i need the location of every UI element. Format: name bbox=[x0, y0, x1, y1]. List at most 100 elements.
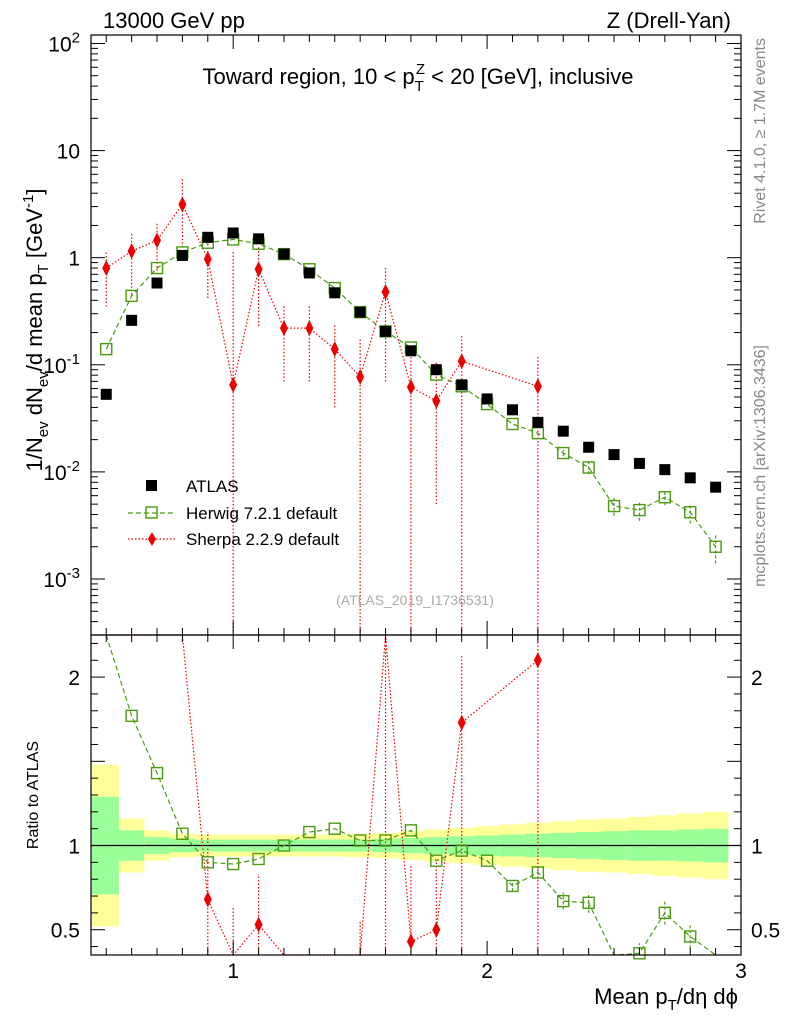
sherpa-ratio-point bbox=[432, 921, 441, 938]
sherpa-point bbox=[229, 376, 238, 393]
legend-marker-atlas bbox=[146, 480, 157, 491]
herwig-ratio-point bbox=[531, 866, 545, 879]
atlas-point bbox=[456, 379, 468, 391]
ratio-y-tick-label: 1 bbox=[68, 836, 80, 859]
atlas-point bbox=[202, 231, 214, 243]
atlas-point bbox=[659, 464, 671, 476]
ratio-y-tick-label-right: 0.5 bbox=[751, 920, 780, 943]
x-axis-label: Mean pT/dη dϕ bbox=[594, 984, 738, 1014]
ratio-y-tick-label: 2 bbox=[68, 667, 80, 690]
sherpa-line bbox=[105, 203, 539, 402]
atlas-point bbox=[126, 314, 138, 326]
herwig-ratio-point bbox=[150, 766, 164, 780]
ratio-y-label: Ratio to ATLAS bbox=[25, 741, 42, 849]
herwig-ratio-point bbox=[277, 839, 291, 852]
atlas-point bbox=[684, 472, 696, 484]
herwig-ratio-point bbox=[353, 834, 367, 847]
rivet-label: Rivet 4.1.0, ≥ 1.7M events bbox=[752, 38, 769, 224]
herwig-ratio-point bbox=[328, 822, 341, 835]
herwig-point bbox=[684, 506, 697, 519]
sherpa-point bbox=[305, 320, 314, 337]
sherpa-ratio-point bbox=[406, 933, 415, 950]
herwig-point bbox=[709, 540, 722, 553]
herwig-point bbox=[506, 417, 519, 431]
y-tick-label: 10 bbox=[57, 141, 80, 164]
sherpa-ratio-point bbox=[457, 714, 466, 731]
sherpa-point bbox=[254, 261, 263, 278]
atlas-point bbox=[710, 481, 722, 493]
herwig-point bbox=[557, 446, 570, 460]
sherpa-point bbox=[356, 368, 365, 385]
herwig-ratio-point bbox=[633, 947, 646, 960]
herwig-ratio-point bbox=[506, 879, 519, 893]
sherpa-ratio-point bbox=[533, 652, 542, 669]
atlas-point bbox=[557, 425, 569, 437]
atlas-point bbox=[380, 325, 392, 337]
analysis-watermark: (ATLAS_2019_I1736531) bbox=[336, 592, 494, 608]
herwig-ratio-point bbox=[379, 834, 392, 847]
atlas-point bbox=[583, 441, 595, 453]
header-left: 13000 GeV pp bbox=[103, 8, 245, 33]
herwig-point bbox=[607, 499, 621, 513]
sherpa-point bbox=[533, 378, 542, 395]
ratio-panel-frame bbox=[90, 634, 742, 956]
y-tick-label: 10-3 bbox=[43, 565, 80, 592]
atlas-point bbox=[176, 249, 188, 261]
herwig-ratio-point bbox=[658, 906, 672, 920]
main-panel: 10-3 10-2 10-1 1 10 102 Toward region, 10 < p… bbox=[20, 29, 742, 636]
atlas-point bbox=[354, 306, 366, 318]
atlas-point bbox=[608, 449, 620, 461]
x-tick-label: 3 bbox=[735, 960, 747, 983]
sherpa-point bbox=[127, 243, 136, 260]
ratio-y-tick-label: 0.5 bbox=[51, 920, 80, 943]
atlas-point bbox=[430, 364, 442, 376]
atlas-point bbox=[253, 233, 265, 245]
herwig-point bbox=[125, 289, 138, 303]
sherpa-ratio-line bbox=[106, 634, 539, 957]
y-tick-label: 102 bbox=[48, 29, 80, 56]
atlas-point bbox=[633, 457, 645, 469]
atlas-point bbox=[100, 388, 112, 400]
atlas-point bbox=[506, 404, 518, 416]
herwig-ratio-point bbox=[404, 824, 418, 837]
atlas-point bbox=[303, 267, 315, 279]
sherpa-point bbox=[457, 353, 466, 370]
atlas-point bbox=[151, 277, 163, 289]
sherpa-point bbox=[432, 392, 441, 409]
herwig-ratio-point bbox=[684, 930, 697, 943]
x-tick-label: 1 bbox=[227, 960, 239, 983]
y-tick-label: 10-2 bbox=[43, 458, 80, 485]
herwig-point bbox=[100, 342, 113, 356]
herwig-point bbox=[150, 261, 164, 275]
sherpa-ratio-point bbox=[254, 916, 263, 933]
atlas-point bbox=[532, 416, 544, 428]
sherpa-point bbox=[203, 251, 212, 268]
herwig-ratio-point bbox=[252, 852, 265, 866]
ratio-y-tick-label-right: 2 bbox=[751, 667, 763, 690]
herwig-ratio-point bbox=[480, 854, 494, 867]
herwig-point bbox=[582, 461, 595, 474]
title-subscript: T bbox=[415, 78, 424, 95]
herwig-ratio-point bbox=[582, 896, 595, 909]
sherpa-point bbox=[279, 320, 288, 337]
sherpa-point bbox=[102, 260, 111, 277]
atlas-point bbox=[329, 287, 341, 299]
header-right: Z (Drell-Yan) bbox=[607, 8, 731, 33]
y-tick-label: 1 bbox=[68, 248, 80, 271]
legend: ATLAS Herwig 7.2.1 default Sherpa 2.2.9 … bbox=[128, 477, 339, 549]
herwig-ratio-point bbox=[176, 827, 189, 840]
ratio-panel: 0.5 0.5 1 1 2 2 1 2 3 Ratio to ATLAS Mean pT/dη … bbox=[25, 634, 780, 1014]
sherpa-point bbox=[406, 379, 415, 396]
herwig-point bbox=[633, 503, 646, 517]
legend-marker-herwig bbox=[145, 506, 158, 519]
y-tick-label: 10-1 bbox=[43, 351, 80, 378]
x-tick-label: 2 bbox=[481, 960, 493, 983]
mcplots-label: mcplots.cern.ch [arXiv:1306.3436] bbox=[752, 345, 769, 587]
legend-label-sherpa: Sherpa 2.2.9 default bbox=[186, 530, 339, 549]
title-superscript: Z bbox=[416, 61, 425, 78]
herwig-ratio-point bbox=[125, 709, 138, 723]
herwig-ratio-point bbox=[201, 856, 214, 869]
herwig-ratio-point bbox=[430, 854, 443, 867]
herwig-ratio-point bbox=[455, 844, 468, 857]
